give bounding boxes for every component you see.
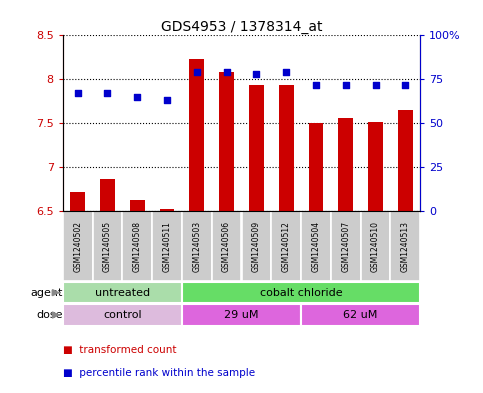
- Text: GSM1240511: GSM1240511: [163, 221, 171, 272]
- Point: [342, 81, 350, 88]
- Bar: [219, 72, 234, 211]
- Text: ■  transformed count: ■ transformed count: [63, 345, 176, 355]
- Bar: [212, 211, 242, 281]
- Text: ■  percentile rank within the sample: ■ percentile rank within the sample: [63, 368, 255, 378]
- Text: 62 uM: 62 uM: [343, 310, 378, 320]
- Text: agent: agent: [30, 288, 62, 298]
- Bar: [189, 59, 204, 211]
- Bar: [271, 211, 301, 281]
- Text: cobalt chloride: cobalt chloride: [260, 288, 342, 298]
- Bar: [70, 192, 85, 211]
- Title: GDS4953 / 1378314_at: GDS4953 / 1378314_at: [161, 20, 322, 34]
- Bar: [390, 211, 420, 281]
- Text: GSM1240504: GSM1240504: [312, 221, 320, 272]
- Text: dose: dose: [36, 310, 62, 320]
- Point: [74, 90, 82, 97]
- Bar: [152, 211, 182, 281]
- Text: GSM1240505: GSM1240505: [103, 221, 112, 272]
- Text: GSM1240512: GSM1240512: [282, 221, 291, 272]
- Text: untreated: untreated: [95, 288, 150, 298]
- Bar: [338, 118, 353, 211]
- Point: [193, 69, 201, 75]
- Bar: [398, 110, 413, 211]
- Bar: [249, 85, 264, 211]
- Bar: [279, 85, 294, 211]
- Text: GSM1240509: GSM1240509: [252, 221, 261, 272]
- Bar: [368, 122, 383, 211]
- Bar: [130, 200, 145, 211]
- Bar: [182, 282, 420, 303]
- Bar: [63, 282, 182, 303]
- Text: GSM1240503: GSM1240503: [192, 221, 201, 272]
- Bar: [63, 211, 93, 281]
- Bar: [93, 211, 122, 281]
- Point: [163, 97, 171, 103]
- Bar: [301, 211, 331, 281]
- Point: [282, 69, 290, 75]
- Bar: [63, 304, 182, 326]
- Bar: [182, 211, 212, 281]
- Bar: [331, 211, 361, 281]
- Point: [312, 81, 320, 88]
- Text: GSM1240506: GSM1240506: [222, 221, 231, 272]
- Bar: [100, 179, 115, 211]
- Text: GSM1240508: GSM1240508: [133, 221, 142, 272]
- Text: GSM1240507: GSM1240507: [341, 221, 350, 272]
- Point: [253, 71, 260, 77]
- Point: [401, 81, 409, 88]
- Text: GSM1240502: GSM1240502: [73, 221, 82, 272]
- Bar: [361, 211, 390, 281]
- Point: [223, 69, 230, 75]
- Bar: [122, 211, 152, 281]
- Point: [104, 90, 112, 97]
- Point: [133, 94, 141, 100]
- Text: GSM1240513: GSM1240513: [401, 221, 410, 272]
- Bar: [301, 304, 420, 326]
- Text: 29 uM: 29 uM: [224, 310, 259, 320]
- Bar: [309, 123, 324, 211]
- Point: [372, 81, 380, 88]
- Text: control: control: [103, 310, 142, 320]
- Text: GSM1240510: GSM1240510: [371, 221, 380, 272]
- Bar: [159, 209, 174, 211]
- Bar: [242, 211, 271, 281]
- Bar: [182, 304, 301, 326]
